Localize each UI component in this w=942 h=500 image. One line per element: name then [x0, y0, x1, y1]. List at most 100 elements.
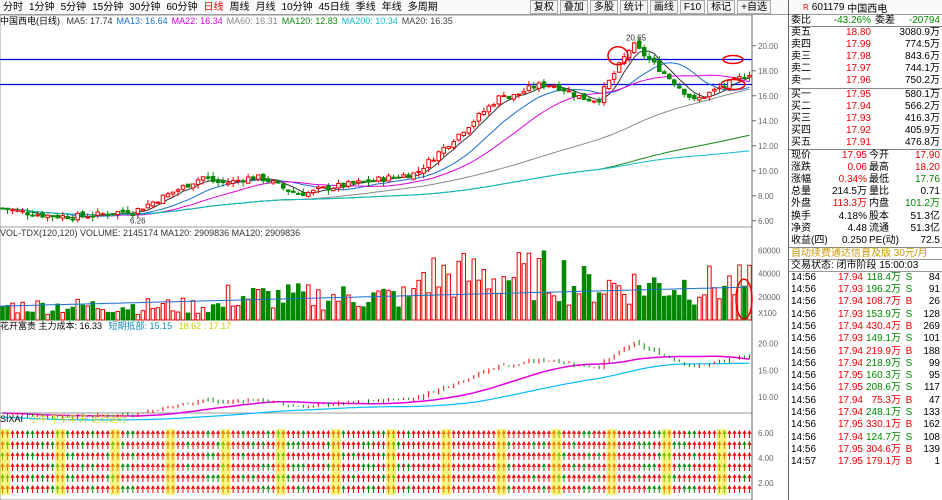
signal-arrow — [366, 429, 371, 438]
signal-arrow — [702, 473, 707, 482]
candle-body — [336, 183, 341, 189]
tab-period[interactable]: 季线 — [355, 2, 376, 13]
candle-body — [501, 95, 507, 98]
candle-body — [235, 179, 241, 182]
signal-arrow — [381, 440, 386, 449]
volume-bar — [245, 298, 251, 321]
kline-chart-area[interactable]: 20.00 18.00 16.00 14.00 12.00 10.00 8.00 6.00 20… — [0, 15, 788, 500]
toolbar-button[interactable]: 多股 — [589, 0, 618, 14]
signal-arrow — [406, 451, 411, 460]
signal-arrow — [632, 484, 637, 493]
volume-bar — [561, 260, 567, 321]
signal-arrow — [211, 429, 216, 438]
signal-arrow — [125, 473, 130, 482]
signal-arrow — [321, 451, 326, 460]
vol-unit: X100 — [758, 309, 777, 318]
signal-arrow — [627, 429, 632, 438]
signal-arrow — [306, 484, 311, 493]
candle-body — [255, 174, 261, 180]
signal-arrow — [712, 451, 717, 460]
signal-arrow — [471, 473, 476, 482]
kline-chart-svg[interactable]: 20.00 18.00 16.00 14.00 12.00 10.00 8.00 6.00 20… — [0, 15, 788, 500]
candle-body — [60, 215, 65, 219]
candle-body — [361, 180, 366, 183]
signal-arrow — [712, 440, 717, 449]
tick-row: 14:56 17.94 118.4万 S 84 — [791, 271, 940, 283]
toolbar-button[interactable]: 复权 — [529, 0, 558, 14]
signal-arrow — [647, 473, 652, 482]
candle-body — [270, 180, 276, 184]
volume-bar — [371, 292, 376, 321]
signal-arrow — [140, 462, 145, 471]
tab-period[interactable]: 月线 — [255, 2, 276, 13]
signal-arrow — [381, 484, 386, 493]
volume-bar — [321, 309, 326, 321]
toolbar-button[interactable]: 统计 — [619, 0, 648, 14]
candle-body — [115, 211, 121, 216]
tab-period[interactable]: 30分钟 — [129, 2, 161, 13]
signal-arrow — [456, 462, 461, 471]
tab-period[interactable]: 多周期 — [407, 2, 438, 13]
tab-period[interactable]: 年线 — [381, 2, 402, 13]
volume-bar — [411, 288, 416, 321]
tab-period[interactable]: 5分钟 — [60, 2, 87, 13]
toolbar-button[interactable]: 叠加 — [559, 0, 588, 14]
tab-period[interactable]: 45日线 — [318, 2, 350, 13]
signal-arrow — [421, 440, 426, 449]
signal-arrow — [306, 462, 311, 471]
signal-arrow — [301, 429, 306, 438]
tab-period[interactable]: 60分钟 — [166, 2, 198, 13]
tab-period[interactable]: 1分钟 — [29, 2, 55, 13]
candle-body — [70, 218, 75, 221]
signal-arrow — [296, 462, 301, 471]
candle-body — [90, 215, 96, 218]
signal-arrow — [652, 462, 657, 471]
signal-arrow — [481, 484, 486, 493]
signal-arrow — [597, 429, 602, 438]
signal-arrow — [576, 473, 582, 482]
signal-arrow — [70, 462, 75, 471]
signal-arrow — [436, 440, 441, 449]
toolbar-button[interactable]: +自选 — [737, 0, 771, 14]
signal-arrow — [130, 473, 135, 482]
signal-arrow — [65, 440, 70, 449]
candle-body — [230, 180, 236, 184]
signal-highlight — [55, 429, 66, 495]
signal-arrow — [456, 473, 461, 482]
signal-arrow — [140, 429, 145, 438]
tick-list[interactable]: 14:56 17.94 118.4万 S 84 14:56 17.93 196.2万 S 91 14… — [789, 272, 942, 469]
toolbar-button[interactable]: 画线 — [649, 0, 678, 14]
tab-period[interactable]: 周线 — [229, 2, 250, 13]
signal-arrow — [732, 462, 737, 471]
signal-arrow — [526, 440, 531, 449]
signal-arrow — [321, 462, 326, 471]
tab-period[interactable]: 10分钟 — [281, 2, 313, 13]
signal-arrow — [566, 440, 572, 449]
signal-arrow — [466, 462, 471, 471]
tab-period[interactable]: 分时 — [3, 2, 23, 13]
signal-arrow — [602, 484, 607, 493]
signal-arrow — [346, 473, 351, 482]
candle-body — [391, 176, 396, 179]
promo-link[interactable]: 自动续费通达信普及版 30元/月 — [789, 247, 942, 260]
toolbar-button[interactable]: F10 — [679, 0, 706, 14]
volume-bar — [391, 291, 396, 321]
signal-arrow — [216, 429, 221, 438]
signal-arrow — [50, 451, 55, 460]
stock-name: 中国西电 — [847, 3, 888, 15]
signal-arrow — [381, 429, 386, 438]
signal-arrow — [140, 473, 145, 482]
signal-arrow — [90, 484, 95, 493]
signal-arrow — [471, 440, 476, 449]
signal-arrow — [471, 484, 476, 493]
tab-period[interactable]: 15分钟 — [92, 2, 124, 13]
trade-status: 交易状态: 闭市阶段 15:00:03 — [789, 260, 942, 272]
signal-arrow — [702, 451, 707, 460]
candle-body — [656, 60, 662, 73]
signal-arrow — [261, 429, 266, 438]
signal-arrow — [241, 462, 246, 471]
candle-body — [416, 170, 421, 173]
toolbar-button[interactable]: 标记 — [707, 0, 736, 14]
signal-arrow — [266, 473, 271, 482]
tab-period[interactable]: 日线 — [203, 2, 224, 13]
